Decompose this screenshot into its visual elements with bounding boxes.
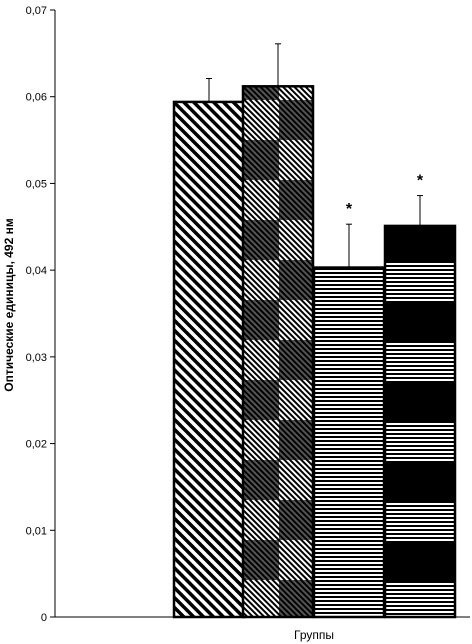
y-tick-label: 0,04: [26, 265, 47, 277]
y-tick-label: 0,07: [26, 5, 47, 17]
y-tick-label: 0,02: [26, 439, 47, 451]
significance-marker: *: [346, 201, 353, 218]
significance-marker: *: [417, 173, 424, 190]
y-axis-label: Оптические единицы, 492 нм: [2, 218, 16, 392]
bar: [172, 100, 246, 619]
bar: [241, 85, 315, 619]
y-tick-label: 0,05: [26, 178, 47, 190]
bar: [383, 224, 457, 619]
x-axis-label: Группы: [294, 628, 334, 642]
bar: [312, 266, 386, 619]
y-tick-label: 0,06: [26, 92, 47, 104]
y-tick-label: 0,01: [26, 525, 47, 537]
y-tick-label: 0: [41, 612, 47, 624]
y-tick-label: 0,03: [26, 352, 47, 364]
